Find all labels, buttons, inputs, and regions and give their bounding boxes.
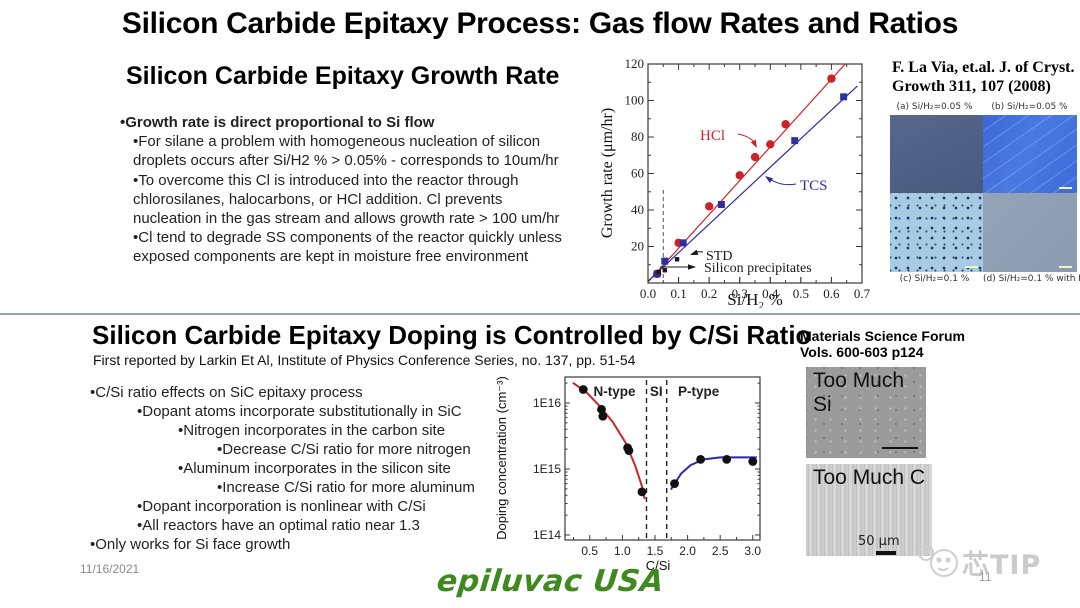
slide2-subheading: First reported by Larkin Et Al, Institut… (93, 352, 636, 368)
micrograph-label-d: (d) Si/H₂=0.1 % with HCl (983, 274, 1080, 284)
slide2-bullet-list: •C/Si ratio effects on SiC epitaxy proce… (90, 383, 570, 554)
micrograph-d (983, 193, 1077, 272)
svg-text:100: 100 (625, 93, 645, 108)
reference-citation-doping: Materials Science Forum Vols. 600-603 p1… (800, 328, 965, 360)
svg-text:1E15: 1E15 (533, 462, 561, 476)
page-number: 11 (979, 570, 992, 584)
too-much-c-image: Too Much C 50 μm (806, 464, 932, 556)
svg-text:1.0: 1.0 (614, 544, 631, 558)
svg-text:Si/H₂ %: Si/H₂ % (727, 290, 783, 308)
bullet-line: •Decrease C/Si ratio for more nitrogen (217, 441, 471, 458)
svg-text:0.2: 0.2 (701, 286, 717, 301)
watermark: 芯TIP (915, 541, 1065, 586)
watermark-text: 芯TIP (962, 550, 1042, 581)
micrograph-label-a: (a) Si/H₂=0.05 % (896, 102, 973, 112)
scale-bar (882, 446, 918, 449)
svg-text:3.0: 3.0 (744, 544, 761, 558)
slide-date: 11/16/2021 (80, 562, 140, 576)
bullet-line: •Increase C/Si ratio for more aluminum (217, 479, 475, 496)
svg-text:P-type: P-type (678, 384, 720, 399)
bullet-line: •All reactors have an optimal ratio near… (137, 517, 420, 534)
micrograph-b (983, 115, 1077, 193)
svg-text:1E16: 1E16 (533, 396, 561, 410)
watermark-mascot-icon (918, 545, 958, 577)
svg-text:2.5: 2.5 (712, 544, 729, 558)
reference-citation-growth: F. La Via, et.al. J. of Cryst. Growth 31… (892, 58, 1080, 96)
bullet-line: •To overcome this Cl is introduced into … (133, 171, 519, 189)
svg-text:HCl: HCl (700, 128, 725, 144)
svg-text:TCS: TCS (800, 178, 828, 194)
bullet-line: •C/Si ratio effects on SiC epitaxy proce… (90, 384, 363, 401)
svg-text:N-type: N-type (594, 384, 636, 399)
micrograph-a (890, 115, 983, 193)
svg-text:0.4: 0.4 (762, 286, 779, 301)
svg-text:0.5: 0.5 (793, 286, 809, 301)
growth-rate-chart: 20 40 60 80 100 120 0.0 0.1 0.2 0.3 0.4 0.5 0.6 0.7 HC… (599, 56, 871, 308)
too-much-si-label: Too Much Si (813, 369, 905, 416)
micrograph-texture (983, 115, 1077, 193)
too-much-si-image: Too Much Si (806, 367, 926, 458)
reference-line: Materials Science Forum (800, 328, 965, 344)
micrograph-c (890, 193, 983, 272)
scale-bar (876, 551, 896, 555)
bullet-line: exposed components are kept in moisture … (133, 248, 529, 266)
svg-text:SI: SI (650, 384, 663, 399)
micrograph-label-b: (b) Si/H₂=0.05 % (991, 102, 1068, 112)
bullet-line: droplets occurs after Si/H2 % > 0.05% - … (133, 152, 559, 170)
svg-text:1E14: 1E14 (533, 528, 561, 542)
bullet-line: •Cl tend to degrade SS components of the… (133, 229, 562, 247)
micrograph-grid (890, 115, 1077, 272)
svg-text:60: 60 (631, 166, 644, 181)
reference-line: Growth 311, 107 (2008) (892, 78, 1051, 95)
company-logo: epiluvac USA (435, 564, 666, 599)
svg-text:20: 20 (631, 239, 644, 254)
bullet-line: •Dopant incorporation is nonlinear with … (137, 498, 426, 515)
svg-text:120: 120 (625, 56, 645, 71)
svg-text:0.5: 0.5 (581, 544, 598, 558)
slide1-bullet-list: •Growth rate is direct proportional to S… (120, 113, 570, 267)
slide2-heading: Silicon Carbide Epitaxy Doping is Contro… (92, 320, 812, 350)
svg-text:80: 80 (631, 129, 644, 144)
svg-text:2.0: 2.0 (679, 544, 696, 558)
micrograph-label-c: (c) Si/H₂=0.1 % (899, 274, 970, 284)
micro-scalebar (1059, 187, 1072, 189)
doping-vs-csi-chart: 1E14 1E15 1E16 0.5 1.0 1.5 2.0 2.5 3.0 N-type SI P-… (494, 376, 761, 573)
reference-line: F. La Via, et.al. J. of Cryst. (892, 59, 1075, 76)
slide1-heading: Silicon Carbide Epitaxy Growth Rate (126, 62, 560, 90)
svg-text:40: 40 (631, 202, 644, 217)
bullet-line: •Growth rate is direct proportional to S… (120, 114, 435, 131)
svg-text:0.0: 0.0 (640, 286, 656, 301)
bullet-line: •Aluminum incorporates in the silicon si… (178, 460, 451, 477)
slide-divider (0, 313, 1080, 315)
bullet-line: •Dopant atoms incorporate substitutional… (137, 403, 462, 420)
page-title: Silicon Carbide Epitaxy Process: Gas flo… (121, 7, 959, 40)
bullet-line: nucleation in the gas stream and allows … (133, 210, 560, 228)
bullet-line: •For silane a problem with homogeneous n… (133, 133, 541, 151)
bullet-line: •Only works for Si face growth (90, 536, 291, 553)
too-much-c-label: Too Much C (813, 466, 926, 489)
scale-label: 50 μm (858, 534, 900, 549)
bullet-line: chlorosilanes, halocarbons, or HCl addit… (133, 190, 503, 208)
bullet-line: •Nitrogen incorporates in the carbon sit… (178, 422, 446, 439)
svg-text:0.3: 0.3 (732, 286, 748, 301)
svg-text:Doping concentration (cm⁻³): Doping concentration (cm⁻³) (494, 376, 509, 540)
svg-text:STD: STD (706, 249, 732, 264)
svg-text:C/Si: C/Si (646, 558, 671, 573)
reference-line: Vols. 600-603 p124 (800, 344, 924, 360)
svg-text:1.5: 1.5 (647, 544, 664, 558)
svg-text:Growth rate (μm/hr): Growth rate (μm/hr) (599, 108, 616, 238)
svg-text:0.6: 0.6 (823, 286, 840, 301)
svg-text:0.7: 0.7 (854, 286, 871, 301)
svg-text:0.1: 0.1 (670, 286, 686, 301)
micro-scalebar (1059, 266, 1072, 268)
svg-text:Silicon precipitates: Silicon precipitates (704, 261, 812, 276)
micro-scalebar (965, 266, 978, 268)
